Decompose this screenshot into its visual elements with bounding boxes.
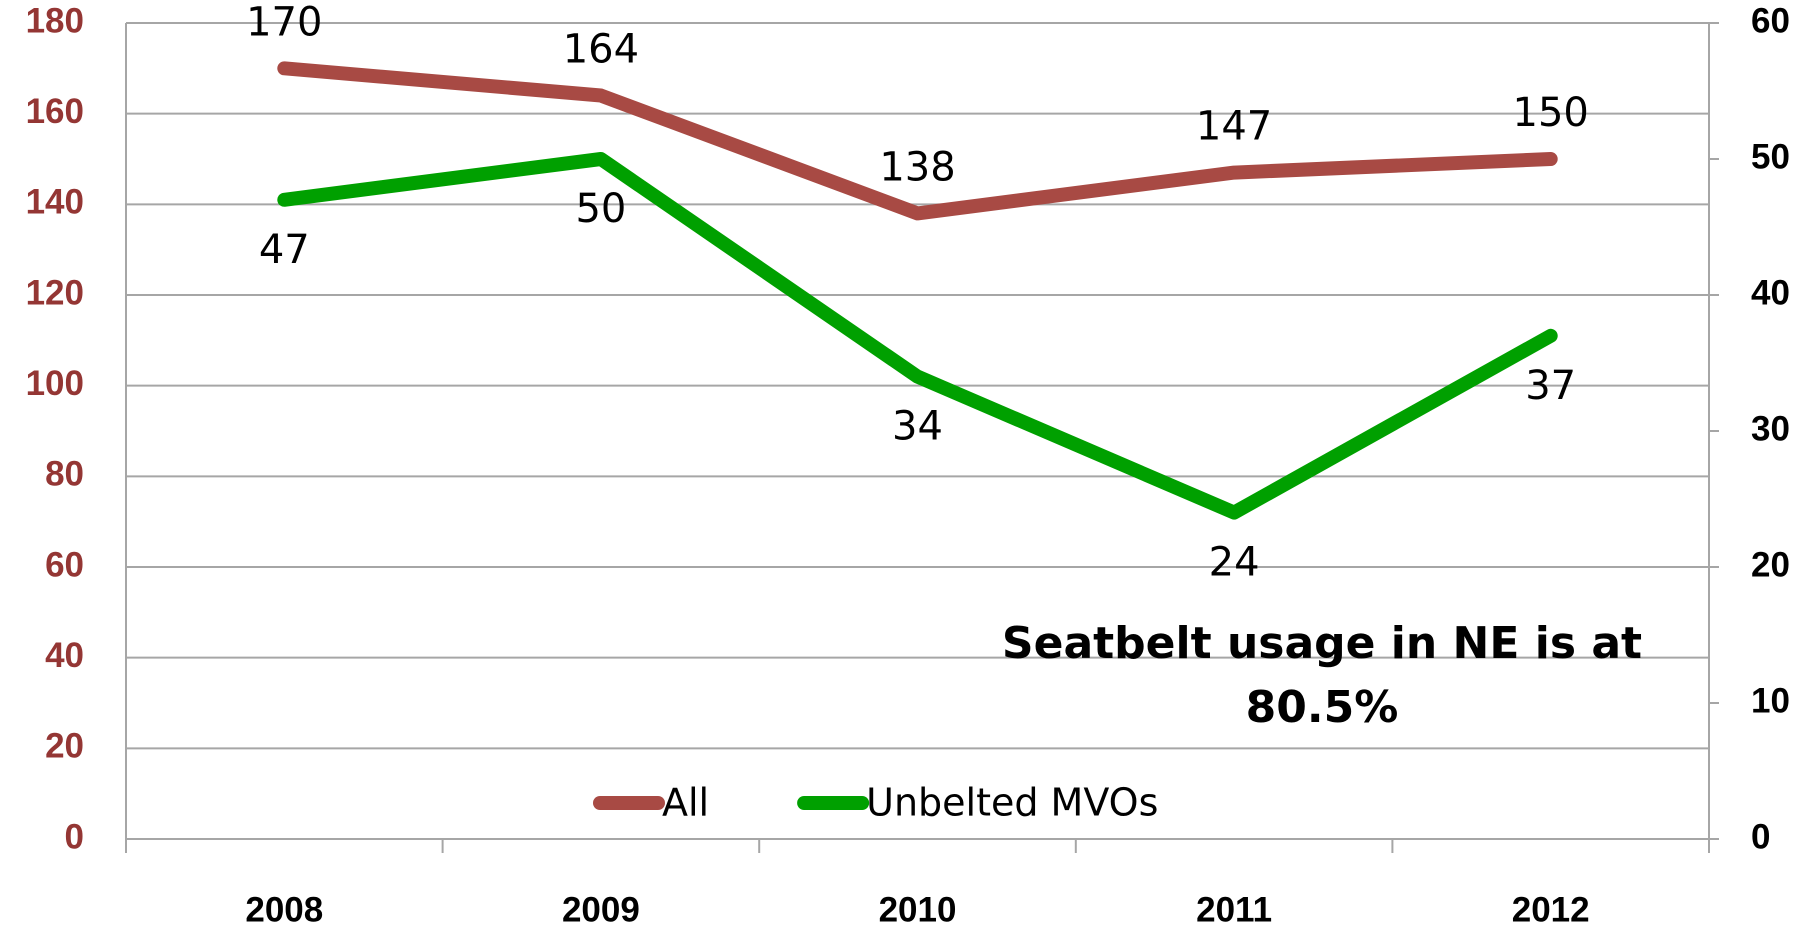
data-label: 170 [246,0,322,45]
annotation: Seatbelt usage in NE is at 80.5% [1001,618,1643,733]
y-tick-label: 80 [45,455,84,494]
y-tick-label: 140 [26,183,84,222]
y2-tick-label: 0 [1751,817,1770,856]
y-tick-label: 120 [26,273,84,312]
data-label: 34 [892,404,943,450]
data-label: 138 [879,144,955,190]
data-label: 150 [1513,90,1589,136]
data-label: 37 [1525,363,1576,409]
series-line [277,61,1558,221]
data-label: 24 [1209,540,1260,586]
y-tick-label: 0 [65,817,84,856]
y-tick-label: 60 [45,545,84,584]
y-tick-label: 160 [26,92,84,131]
y-tick-label: 180 [26,1,84,40]
legend-label: All [662,781,709,825]
y2-tick-label: 50 [1751,137,1790,176]
data-label: 47 [259,227,310,273]
x-tick-label: 2008 [245,890,323,929]
y2-tick-label: 10 [1751,681,1790,720]
y2-tick-label: 40 [1751,273,1790,312]
data-label: 164 [563,27,639,73]
legend-label: Unbelted MVOs [866,781,1158,825]
y-tick-label: 40 [45,636,84,675]
x-tick-label: 2009 [562,890,640,929]
series-line [277,152,1558,520]
x-tick-label: 2011 [1196,890,1272,929]
data-label: 50 [575,186,626,232]
y2-tick-label: 60 [1751,1,1790,40]
y2-tick-label: 20 [1751,545,1790,584]
data-label: 147 [1196,104,1272,150]
y-tick-label: 100 [26,364,84,403]
y2-tick-label: 30 [1751,409,1790,448]
y-tick-label: 20 [45,727,84,766]
x-tick-label: 2010 [879,890,957,929]
x-tick-label: 2012 [1512,890,1590,929]
